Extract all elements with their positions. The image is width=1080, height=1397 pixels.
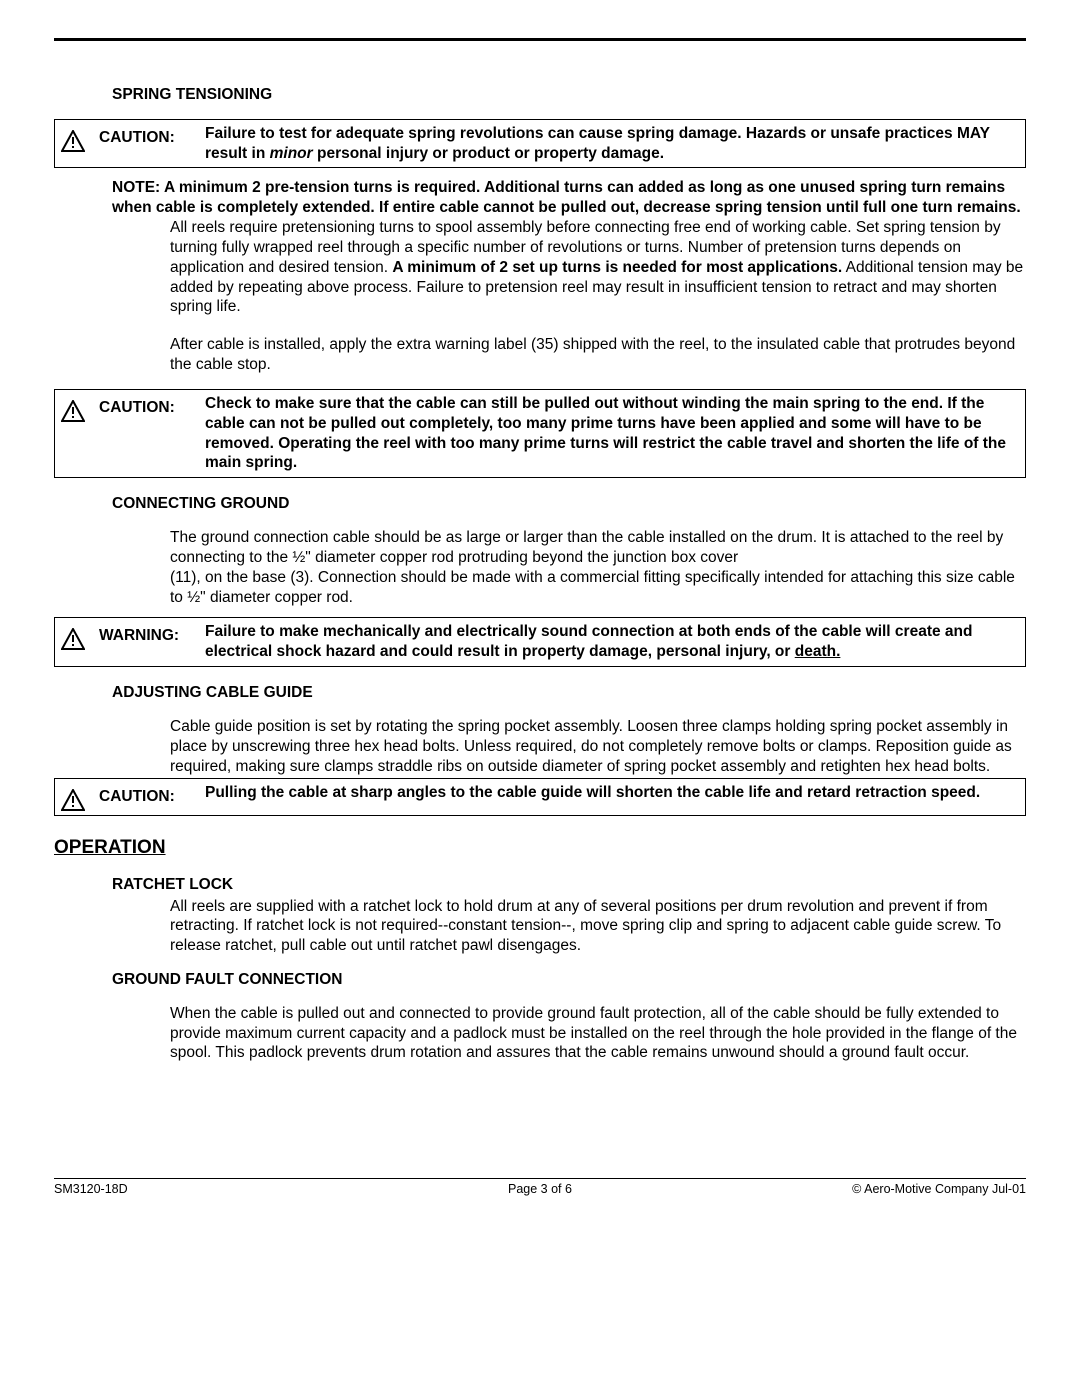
caution-label: CAUTION: <box>99 783 195 807</box>
caution-1-minor: minor <box>270 145 313 162</box>
caution-box-1: CAUTION: Failure to test for adequate sp… <box>54 119 1026 169</box>
footer-center: Page 3 of 6 <box>54 1181 1026 1197</box>
after-install: After cable is installed, apply the extr… <box>170 335 1026 375</box>
note-bold: NOTE: A minimum 2 pre-tension turns is r… <box>112 179 1021 216</box>
warning-1-text: Failure to make mechanically and electri… <box>205 622 1019 662</box>
caution-1-post: personal injury or product or property d… <box>313 145 664 162</box>
heading-ground-fault: GROUND FAULT CONNECTION <box>112 970 1026 990</box>
warning-icon <box>61 394 89 422</box>
caution-label: CAUTION: <box>99 394 195 418</box>
heading-ratchet-lock: RATCHET LOCK <box>112 875 1026 895</box>
warning-1-main: Failure to make mechanically and electri… <box>205 623 972 660</box>
connecting-ground-body: The ground connection cable should be as… <box>170 528 1026 607</box>
caution-1-text: Failure to test for adequate spring revo… <box>205 124 1019 164</box>
warning-label: WARNING: <box>99 622 195 646</box>
caution-box-2: CAUTION: Check to make sure that the cab… <box>54 389 1026 478</box>
note-body-wrap: All reels require pretensioning turns to… <box>170 218 1026 317</box>
caution-2-text: Check to make sure that the cable can st… <box>205 394 1019 473</box>
adjusting-cable-guide-body: Cable guide position is set by rotating … <box>170 717 1026 776</box>
caution-box-3: CAUTION: Pulling the cable at sharp angl… <box>54 778 1026 816</box>
footer: SM3120-18D Page 3 of 6 © Aero-Motive Com… <box>54 1178 1026 1197</box>
heading-adjusting-cable-guide: ADJUSTING CABLE GUIDE <box>112 683 1026 703</box>
page: SPRING TENSIONING CAUTION: Failure to te… <box>0 0 1080 1397</box>
caution-label: CAUTION: <box>99 124 195 148</box>
caution-3-text: Pulling the cable at sharp angles to the… <box>205 783 1019 803</box>
warning-icon <box>61 124 89 152</box>
connecting-ground-p2: (11), on the base (3). Connection should… <box>170 568 1026 608</box>
heading-spring-tensioning: SPRING TENSIONING <box>112 85 1026 105</box>
warning-box-1: WARNING: Failure to make mechanically an… <box>54 617 1026 667</box>
heading-connecting-ground: CONNECTING GROUND <box>112 494 1026 514</box>
ground-fault-body: When the cable is pulled out and connect… <box>170 1004 1026 1063</box>
heading-operation: OPERATION <box>54 836 1026 860</box>
note-body-bold: A minimum of 2 set up turns is needed fo… <box>392 259 842 276</box>
warning-icon <box>61 783 89 811</box>
top-rule <box>54 38 1026 41</box>
warning-icon <box>61 622 89 650</box>
ratchet-lock-body: All reels are supplied with a ratchet lo… <box>170 897 1026 956</box>
note-paragraph: NOTE: A minimum 2 pre-tension turns is r… <box>112 178 1026 317</box>
connecting-ground-p1: The ground connection cable should be as… <box>170 528 1026 568</box>
